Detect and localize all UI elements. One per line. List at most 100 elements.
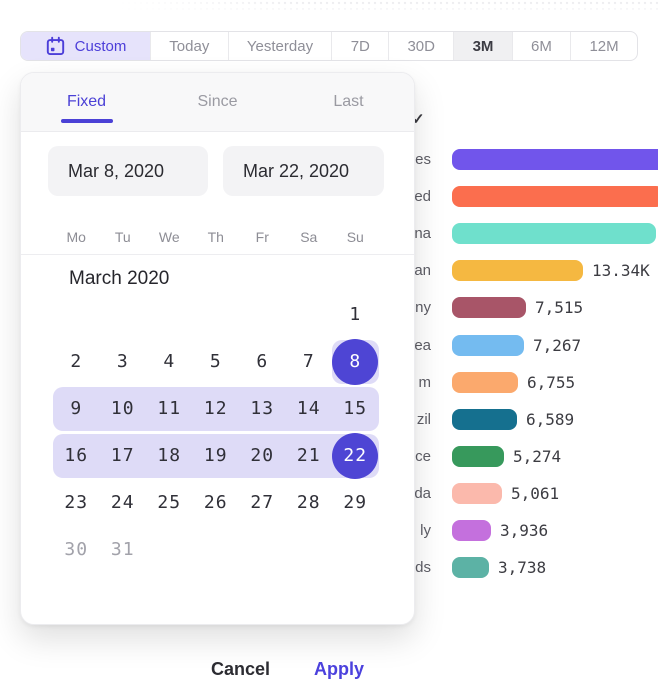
country-bar[interactable] [452,446,504,467]
country-bar[interactable] [452,223,656,244]
country-bar[interactable] [452,483,502,504]
day-number: 8 [349,351,362,372]
chart-row: ly 3,936 [0,520,658,541]
day-cell-1[interactable]: 1 [332,291,379,338]
chart-row: zil 6,589 [0,409,658,430]
day-cell-19[interactable]: 19 [192,432,239,479]
day-number: 20 [250,445,275,466]
chart-row: na [0,223,658,244]
day-cell-empty [146,291,193,338]
country-label: ds [415,559,431,576]
day-cell-13[interactable]: 13 [239,385,286,432]
day-cell-14[interactable]: 14 [285,385,332,432]
preset-yesterday[interactable]: Yesterday [227,32,332,60]
day-cell-20[interactable]: 20 [239,432,286,479]
day-cell-16[interactable]: 16 [53,432,100,479]
tab-last[interactable]: Last [283,73,414,131]
apply-button[interactable]: Apply [313,659,364,679]
range-highlight [332,386,379,431]
day-number: 9 [70,398,83,419]
day-cell-27[interactable]: 27 [239,479,286,526]
preset-7d[interactable]: 7D [331,32,388,60]
day-cell-29[interactable]: 29 [332,479,379,526]
day-cell-empty [193,526,240,573]
day-cell-28[interactable]: 28 [286,479,333,526]
active-tab-underline [60,119,113,123]
day-cell-17[interactable]: 17 [99,432,146,479]
tab-since[interactable]: Since [152,73,283,131]
bar-value: 5,061 [511,484,560,503]
day-number: 18 [157,445,182,466]
weekday-label: Th [207,229,224,245]
day-cell-15[interactable]: 15 [332,385,379,432]
day-cell-12[interactable]: 12 [192,385,239,432]
chart-row: ny 7,515 [0,297,658,318]
day-number: 15 [343,398,368,419]
country-bar[interactable] [452,149,658,170]
country-bar[interactable] [452,260,583,281]
day-number: 4 [163,351,176,372]
cancel-button[interactable]: Cancel [210,659,270,679]
preset-3m[interactable]: 3M [453,32,512,60]
preset-30d[interactable]: 30D [388,32,453,60]
country-bar[interactable] [452,335,524,356]
country-label: da [414,485,431,502]
day-cell-2[interactable]: 2 [53,338,100,385]
popup-actions: Cancel Apply [211,659,364,680]
day-cell-5[interactable]: 5 [193,338,240,385]
day-number: 17 [110,445,135,466]
day-cell-22[interactable]: 22 [332,432,379,479]
preset-6m[interactable]: 6M [511,32,570,60]
country-bar[interactable] [452,372,518,393]
day-cell-7[interactable]: 7 [286,338,333,385]
range-highlight [146,386,193,431]
day-number: 10 [110,398,135,419]
day-number: 26 [203,492,228,513]
country-bar[interactable] [452,557,489,578]
day-cell-30: 30 [53,526,100,573]
day-cell-3[interactable]: 3 [100,338,147,385]
range-highlight [285,386,332,431]
chart-row: an 13.34K [0,260,658,281]
day-cell-11[interactable]: 11 [146,385,193,432]
country-bar[interactable] [452,186,658,207]
preset-12m[interactable]: 12M [570,32,637,60]
day-cell-23[interactable]: 23 [53,479,100,526]
bar-value: 3,738 [498,558,547,577]
country-label: ed [414,188,431,205]
day-number: 21 [296,445,321,466]
day-cell-9[interactable]: 9 [53,385,100,432]
weekday-label: Tu [114,229,131,245]
bar-value: 7,267 [533,336,582,355]
weekday-label: Sa [300,229,318,245]
day-cell-4[interactable]: 4 [146,338,193,385]
weekday-label: Su [346,229,364,245]
day-number: 12 [203,398,228,419]
day-number: 14 [296,398,321,419]
chart-row: ea 7,267 [0,335,658,356]
day-cell-24[interactable]: 24 [100,479,147,526]
chart-row: ds 3,738 [0,557,658,578]
start-date-field[interactable]: Mar 8, 2020 [48,146,208,196]
day-cell-8[interactable]: 8 [332,338,379,385]
day-cell-26[interactable]: 26 [193,479,240,526]
day-cell-empty [53,291,100,338]
tab-fixed[interactable]: Fixed [21,73,152,131]
preset-today[interactable]: Today [150,32,228,60]
day-cell-10[interactable]: 10 [99,385,146,432]
custom-range-button[interactable]: Custom [21,32,150,60]
tab-last-label: Last [333,93,364,110]
country-bar[interactable] [452,297,526,318]
tab-fixed-label: Fixed [66,93,107,110]
chart-row: es [0,149,658,170]
day-cell-18[interactable]: 18 [146,432,193,479]
day-cell-25[interactable]: 25 [146,479,193,526]
day-number: 28 [296,492,321,513]
country-bar[interactable] [452,520,491,541]
day-cell-21[interactable]: 21 [285,432,332,479]
day-number: 5 [209,351,222,372]
end-date-field[interactable]: Mar 22, 2020 [223,146,384,196]
range-highlight [192,433,239,478]
day-cell-6[interactable]: 6 [239,338,286,385]
country-bar[interactable] [452,409,517,430]
